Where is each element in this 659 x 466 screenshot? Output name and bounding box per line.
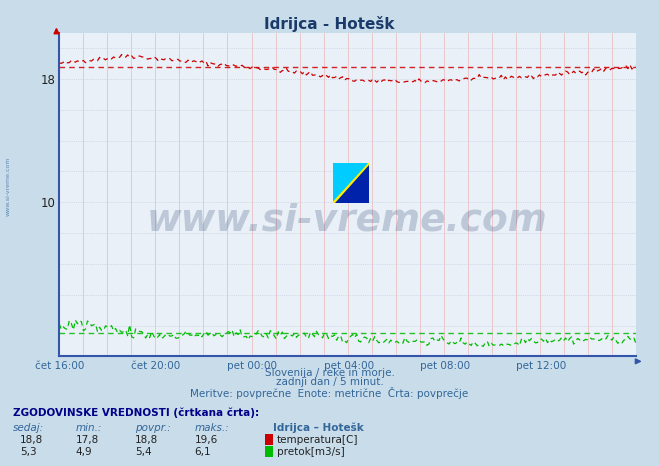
Text: min.:: min.: — [76, 423, 102, 432]
Text: Meritve: povprečne  Enote: metrične  Črta: povprečje: Meritve: povprečne Enote: metrične Črta:… — [190, 387, 469, 399]
Text: pretok[m3/s]: pretok[m3/s] — [277, 447, 345, 457]
Text: zadnji dan / 5 minut.: zadnji dan / 5 minut. — [275, 377, 384, 387]
Text: ZGODOVINSKE VREDNOSTI (črtkana črta):: ZGODOVINSKE VREDNOSTI (črtkana črta): — [13, 408, 259, 418]
Text: 18,8: 18,8 — [20, 435, 43, 445]
Text: 5,3: 5,3 — [20, 447, 36, 457]
Text: 19,6: 19,6 — [194, 435, 217, 445]
Text: maks.:: maks.: — [194, 423, 229, 432]
Polygon shape — [335, 165, 369, 203]
Text: povpr.:: povpr.: — [135, 423, 171, 432]
Text: Slovenija / reke in morje.: Slovenija / reke in morje. — [264, 368, 395, 378]
Text: 5,4: 5,4 — [135, 447, 152, 457]
Text: sedaj:: sedaj: — [13, 423, 44, 432]
Text: 17,8: 17,8 — [76, 435, 99, 445]
Text: www.si-vreme.com: www.si-vreme.com — [147, 202, 548, 239]
Text: 18,8: 18,8 — [135, 435, 158, 445]
Polygon shape — [333, 163, 367, 201]
Text: www.si-vreme.com: www.si-vreme.com — [6, 157, 11, 216]
Text: 6,1: 6,1 — [194, 447, 211, 457]
Text: Idrijca - Hotešk: Idrijca - Hotešk — [264, 16, 395, 32]
Text: Idrijca – Hotešk: Idrijca – Hotešk — [273, 423, 364, 433]
Text: temperatura[C]: temperatura[C] — [277, 435, 358, 445]
Text: 4,9: 4,9 — [76, 447, 92, 457]
